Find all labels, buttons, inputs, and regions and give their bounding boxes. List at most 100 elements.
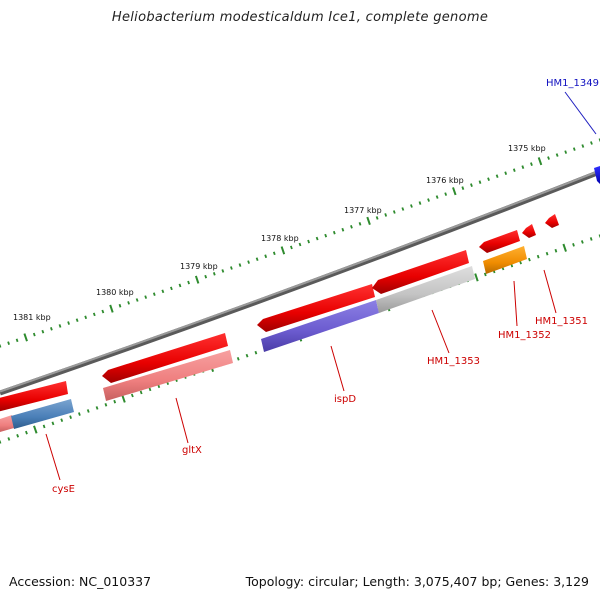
scale-lower-minor-tick <box>113 399 117 404</box>
scale-upper-minor-tick <box>375 216 379 220</box>
gene-label-HM1-1352[interactable]: HM1_1352 <box>498 330 551 341</box>
scale-lower-major-tick <box>474 273 479 282</box>
scale-track-upper <box>0 138 600 348</box>
gene-arrow-ispD-fwd[interactable] <box>257 284 375 332</box>
gene-label-HM1-1353[interactable]: HM1_1353 <box>427 356 480 367</box>
scale-lower-minor-tick <box>572 243 575 247</box>
scale-lower-minor-tick <box>130 393 134 398</box>
scale-upper-major-tick <box>194 275 200 284</box>
gene-box-ispD[interactable] <box>261 300 379 352</box>
scale-upper-minor-tick <box>547 156 550 160</box>
scale-upper-minor-tick <box>187 280 190 285</box>
scale-upper-minor-tick <box>264 254 268 259</box>
gene-arrow-HM1-1351-fwd[interactable] <box>522 224 536 238</box>
scale-upper-minor-tick <box>350 224 353 229</box>
gene-label-gltX[interactable]: gltX <box>182 445 202 456</box>
gene-arrow-HM1-1349[interactable] <box>594 166 600 184</box>
scale-lower-minor-tick <box>60 418 64 423</box>
scale-upper-minor-tick <box>435 195 439 199</box>
scale-upper-minor-tick <box>495 174 499 179</box>
gene-arrow-gltX-fwd[interactable] <box>102 333 228 383</box>
scale-upper-minor-tick <box>530 162 533 167</box>
scale-upper-minor-tick <box>238 263 242 267</box>
scale-upper-minor-tick <box>7 341 10 345</box>
scale-lower-minor-tick <box>0 440 2 444</box>
scale-upper-minor-tick <box>341 227 345 232</box>
gene-label-ispD[interactable]: ispD <box>334 394 356 405</box>
scale-upper-minor-tick <box>204 274 208 279</box>
scale-lower-minor-tick <box>51 421 55 426</box>
scale-lower-minor-tick <box>104 403 108 407</box>
scale-upper-major-tick <box>452 187 457 196</box>
scale-upper-minor-tick <box>0 344 2 348</box>
gene-labels: HM1_1349 HM1_1351 HM1_1352 HM1_1353 ispD… <box>52 78 599 495</box>
scale-upper-minor-tick <box>392 210 396 214</box>
scale-upper-minor-tick <box>572 147 576 151</box>
scale-upper-minor-tick <box>298 242 302 247</box>
gene-label-cysE[interactable]: cysE <box>52 484 75 495</box>
scale-lower-major-tick <box>562 243 567 252</box>
scale-upper-minor-tick <box>581 144 585 148</box>
scale-lower-minor-tick <box>25 430 28 435</box>
gene-box-cysE-pink[interactable] <box>0 415 14 432</box>
gene-arrow-HM1-1353-fwd[interactable] <box>372 250 469 294</box>
gene-arrow-small-red[interactable] <box>545 214 559 228</box>
gene-label-HM1-1349[interactable]: HM1_1349 <box>546 78 599 89</box>
scale-lower-minor-tick <box>236 356 240 361</box>
scale-upper-minor-tick <box>41 329 45 334</box>
gene-arrow-cysE-fwd[interactable] <box>0 381 68 412</box>
scale-upper-minor-tick <box>512 168 516 172</box>
scale-upper-minor-tick <box>178 283 182 288</box>
gene-label-HM1-1351[interactable]: HM1_1351 <box>535 316 588 327</box>
scale-lower-minor-tick <box>545 251 549 256</box>
scale-label-1378: 1378 kbp <box>261 234 299 243</box>
scale-upper-minor-tick <box>247 260 250 264</box>
genome-summary-text: Topology: circular; Length: 3,075,407 bp… <box>245 574 589 589</box>
scale-lower-minor-tick <box>554 248 558 253</box>
gene-arrow-HM1-1352-fwd[interactable] <box>479 230 520 253</box>
scale-upper-minor-tick <box>504 171 508 175</box>
scale-upper-major-tick <box>537 157 543 166</box>
scale-upper-minor-tick <box>161 289 165 294</box>
gene-box-cysE[interactable] <box>11 399 74 429</box>
scale-lower-minor-tick <box>483 272 487 277</box>
scale-lower-minor-tick <box>86 409 90 413</box>
label-leader-lines <box>45 91 597 481</box>
scale-upper-minor-tick <box>212 272 216 276</box>
scale-upper-minor-tick <box>358 222 362 226</box>
scale-upper-minor-tick <box>32 332 36 337</box>
scale-lower-minor-tick <box>519 260 522 265</box>
scale-upper-minor-tick <box>418 201 422 205</box>
scale-upper-major-tick <box>366 216 371 226</box>
scale-lower-minor-tick <box>78 412 81 416</box>
scale-upper-minor-tick <box>315 236 319 241</box>
scale-upper-minor-tick <box>272 251 276 256</box>
scale-upper-minor-tick <box>444 192 448 196</box>
scale-upper-minor-tick <box>478 180 482 184</box>
forward-strand-features <box>0 166 600 412</box>
genome-backbone <box>0 169 600 396</box>
scale-upper-minor-tick <box>152 292 156 296</box>
scale-label-1380: 1380 kbp <box>96 288 134 297</box>
scale-lower-minor-tick <box>16 433 20 438</box>
scale-lower-minor-tick <box>580 240 584 244</box>
scale-upper-minor-tick <box>521 165 525 170</box>
scale-upper-minor-tick <box>410 204 413 208</box>
scale-lower-minor-tick <box>95 406 99 410</box>
scale-upper-minor-tick <box>590 141 593 145</box>
scale-upper-minor-tick <box>50 327 53 331</box>
scale-lower-minor-tick <box>536 254 540 259</box>
scale-lower-minor-tick <box>139 390 143 395</box>
scale-upper-minor-tick <box>118 303 122 308</box>
scale-lower-minor-tick <box>69 415 72 419</box>
scale-lower-minor-tick <box>148 387 152 392</box>
gene-box-HM1-1353[interactable] <box>376 266 475 313</box>
scale-upper-minor-tick <box>230 266 233 270</box>
scale-lower-minor-tick <box>245 353 249 358</box>
gene-box-HM1-1352[interactable] <box>483 246 527 274</box>
scale-lower-minor-tick <box>254 350 258 355</box>
gene-box-gltX[interactable] <box>103 350 233 401</box>
scale-upper-minor-tick <box>75 318 79 323</box>
scale-label-1375: 1375 kbp <box>508 144 546 153</box>
scale-upper-minor-tick <box>384 213 388 217</box>
